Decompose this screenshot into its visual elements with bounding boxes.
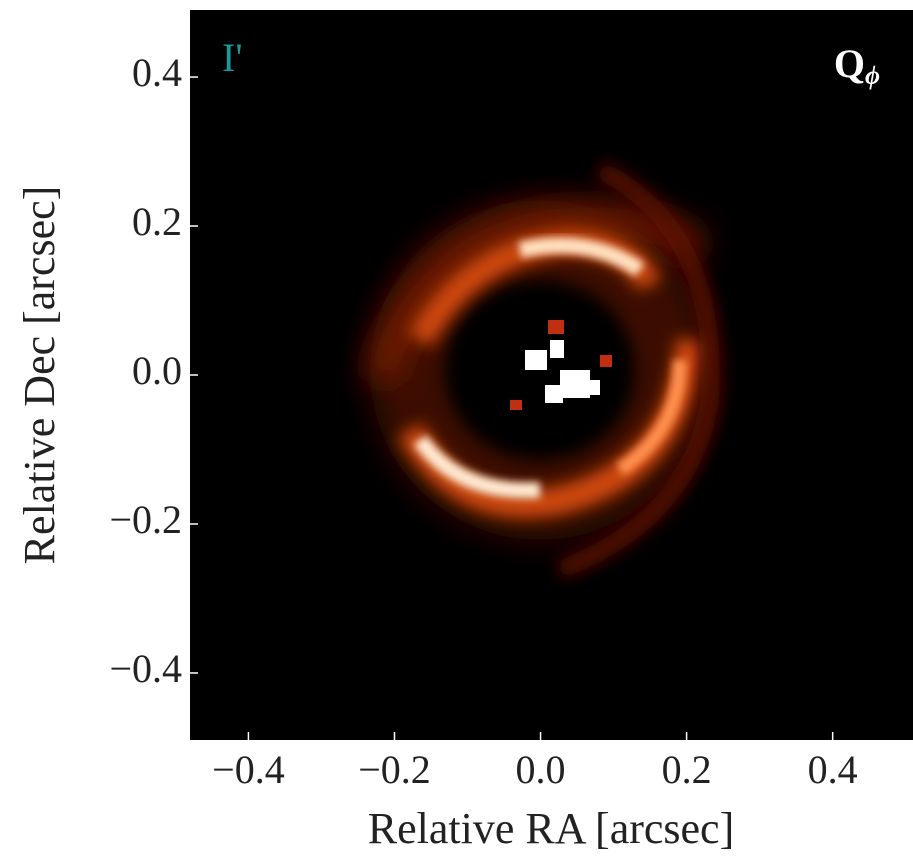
y-tick-label: 0.0	[132, 348, 182, 393]
annotation: I'	[222, 35, 243, 80]
x-tick-label: −0.4	[212, 747, 285, 792]
image	[190, 10, 913, 740]
annotation-text: Q	[834, 41, 865, 86]
x-tick-label: 0.4	[808, 747, 858, 792]
y-tick-label: 0.4	[132, 50, 182, 95]
x-tick-label: 0.2	[662, 747, 712, 792]
y-tick-label: 0.2	[132, 199, 182, 244]
x-tick-label: 0.0	[516, 747, 566, 792]
y-tick-label: −0.2	[109, 497, 182, 542]
annotation: Qϕ	[834, 41, 880, 90]
annotation-text: I'	[222, 35, 243, 80]
x-tick-label: −0.2	[358, 747, 431, 792]
x-axis-label: Relative RA [arcsec]	[368, 804, 735, 853]
y-axis-label: Relative Dec [arcsec]	[15, 186, 64, 565]
y-tick-label: −0.4	[109, 646, 182, 691]
annotation-subscript: ϕ	[865, 61, 880, 90]
